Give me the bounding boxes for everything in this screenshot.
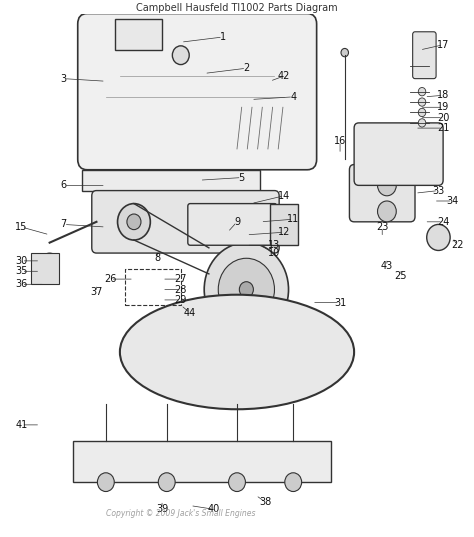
Text: 21: 21 — [437, 123, 449, 133]
Text: 26: 26 — [104, 274, 117, 284]
Text: 33: 33 — [432, 186, 445, 195]
Bar — [31, 253, 59, 284]
Text: 1: 1 — [220, 32, 226, 42]
Text: 31: 31 — [334, 297, 346, 308]
Text: 3: 3 — [61, 74, 67, 84]
Bar — [82, 170, 260, 191]
Circle shape — [418, 108, 426, 117]
Text: 2: 2 — [243, 63, 249, 73]
Text: 34: 34 — [447, 196, 459, 206]
Text: 37: 37 — [90, 287, 103, 297]
Text: 10: 10 — [268, 248, 281, 258]
Circle shape — [285, 473, 301, 491]
Text: Copyright © 2009 Jack's Small Engines: Copyright © 2009 Jack's Small Engines — [106, 509, 255, 518]
Text: 44: 44 — [184, 308, 196, 318]
Text: 17: 17 — [437, 40, 449, 50]
Text: 20: 20 — [437, 113, 449, 122]
Circle shape — [40, 253, 59, 274]
Text: 13: 13 — [268, 240, 281, 250]
Text: 28: 28 — [174, 285, 187, 294]
Text: 12: 12 — [278, 227, 290, 237]
Circle shape — [218, 258, 274, 321]
Bar — [115, 19, 162, 50]
FancyBboxPatch shape — [92, 191, 279, 253]
Text: 9: 9 — [234, 217, 240, 227]
Ellipse shape — [120, 295, 354, 409]
FancyBboxPatch shape — [354, 123, 443, 185]
FancyBboxPatch shape — [349, 164, 415, 222]
Text: 23: 23 — [376, 222, 388, 232]
Circle shape — [97, 473, 114, 491]
Text: 16: 16 — [334, 136, 346, 146]
Text: 22: 22 — [451, 240, 464, 250]
FancyBboxPatch shape — [413, 32, 436, 78]
Text: 41: 41 — [15, 420, 27, 430]
Text: 29: 29 — [174, 295, 187, 305]
Text: 30: 30 — [15, 256, 27, 266]
Circle shape — [377, 175, 396, 196]
Text: 27: 27 — [174, 274, 187, 284]
Text: 8: 8 — [155, 253, 160, 263]
Circle shape — [158, 473, 175, 491]
Circle shape — [418, 98, 426, 106]
Text: 14: 14 — [278, 191, 290, 201]
Text: 11: 11 — [287, 214, 300, 224]
Circle shape — [418, 61, 426, 70]
Circle shape — [377, 201, 396, 222]
Circle shape — [127, 214, 141, 230]
Text: 38: 38 — [259, 497, 271, 507]
Text: 43: 43 — [381, 261, 393, 271]
FancyBboxPatch shape — [78, 13, 317, 170]
Circle shape — [418, 88, 426, 96]
Text: 39: 39 — [156, 504, 168, 514]
Text: 6: 6 — [61, 180, 67, 191]
Circle shape — [228, 473, 246, 491]
Text: 7: 7 — [61, 220, 67, 229]
Bar — [270, 204, 298, 245]
Text: 19: 19 — [437, 102, 449, 112]
FancyBboxPatch shape — [188, 204, 277, 245]
Text: 15: 15 — [15, 222, 27, 232]
Text: 18: 18 — [437, 90, 449, 100]
Text: 42: 42 — [278, 71, 290, 81]
Bar — [73, 440, 331, 482]
Text: 35: 35 — [15, 266, 27, 276]
Text: 40: 40 — [208, 504, 220, 514]
Text: 25: 25 — [395, 272, 407, 281]
Text: 36: 36 — [15, 279, 27, 289]
Circle shape — [204, 243, 289, 336]
Circle shape — [418, 119, 426, 127]
Circle shape — [427, 224, 450, 250]
Circle shape — [341, 48, 348, 57]
Title: Campbell Hausfeld Tl1002 Parts Diagram: Campbell Hausfeld Tl1002 Parts Diagram — [136, 3, 338, 13]
Circle shape — [239, 282, 254, 297]
Text: 4: 4 — [290, 92, 296, 102]
Circle shape — [118, 204, 150, 240]
Text: 24: 24 — [437, 217, 449, 227]
Text: 5: 5 — [238, 172, 245, 183]
Bar — [125, 268, 181, 305]
Circle shape — [173, 46, 189, 64]
